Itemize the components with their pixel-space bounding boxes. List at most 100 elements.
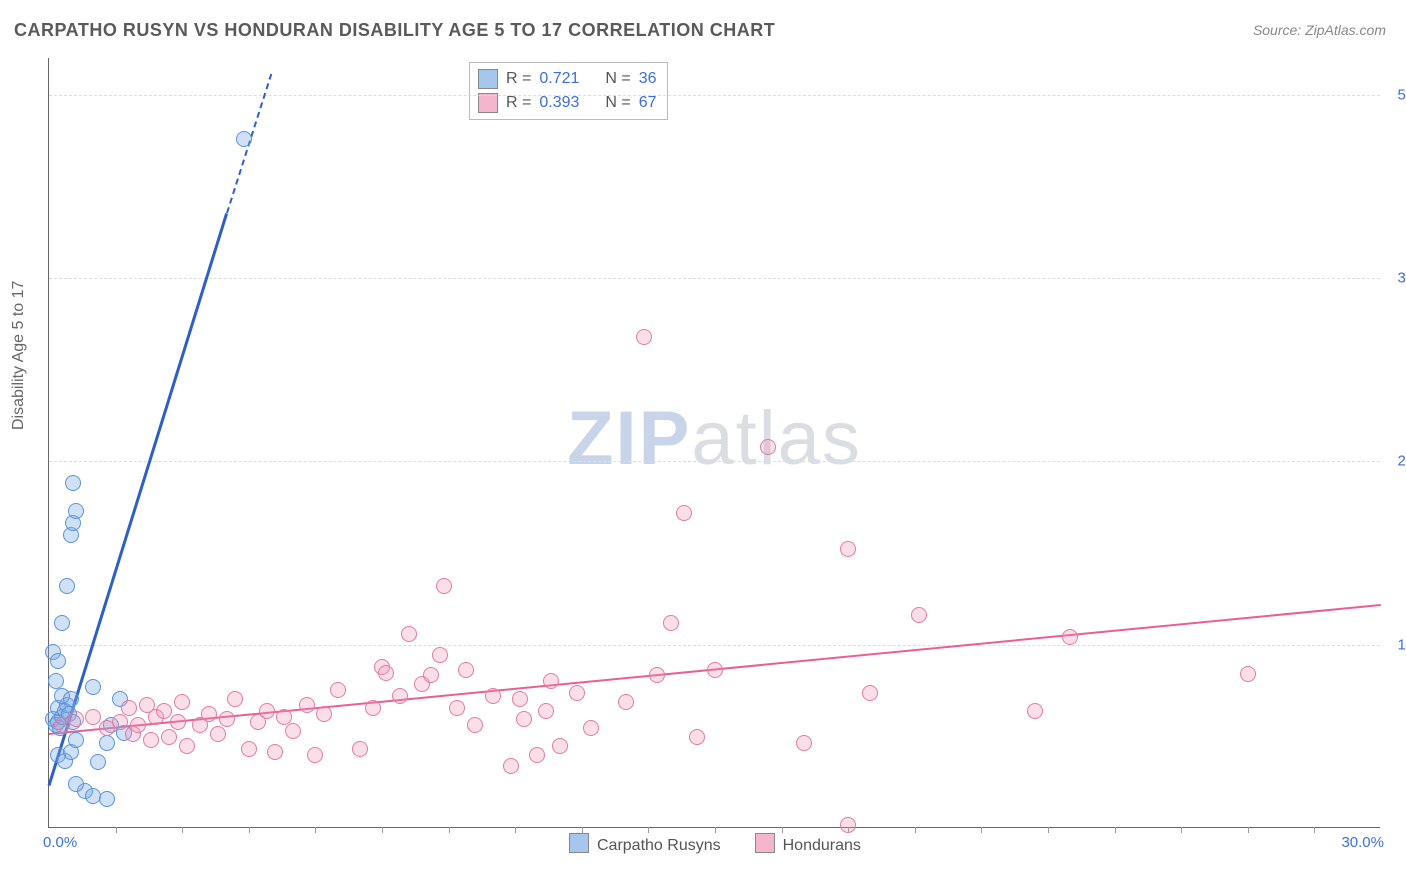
x-minor-tick	[915, 827, 916, 833]
n-value-blue: 36	[639, 70, 657, 88]
x-minor-tick	[1248, 827, 1249, 833]
scatter-point-blue	[90, 754, 106, 770]
scatter-point-pink	[85, 709, 101, 725]
scatter-point-blue	[59, 578, 75, 594]
scatter-point-pink	[1240, 666, 1256, 682]
scatter-point-blue	[99, 791, 115, 807]
scatter-point-pink	[143, 732, 159, 748]
plot-area: ZIPatlas R = 0.721 N = 36 R = 0.393 N = …	[48, 58, 1380, 828]
x-minor-tick	[315, 827, 316, 833]
scatter-point-blue	[85, 679, 101, 695]
scatter-point-pink	[636, 329, 652, 345]
scatter-point-blue	[63, 691, 79, 707]
x-minor-tick	[382, 827, 383, 833]
r-value-pink: 0.393	[539, 94, 579, 112]
legend-swatch-blue-bottom	[569, 833, 589, 853]
scatter-point-pink	[241, 741, 257, 757]
x-minor-tick	[249, 827, 250, 833]
scatter-point-pink	[543, 673, 559, 689]
scatter-point-pink	[760, 439, 776, 455]
scatter-point-blue	[99, 735, 115, 751]
scatter-point-pink	[267, 744, 283, 760]
scatter-point-pink	[1062, 629, 1078, 645]
scatter-point-pink	[378, 665, 394, 681]
n-label: N =	[605, 70, 630, 88]
scatter-point-pink	[840, 817, 856, 833]
x-minor-tick	[116, 827, 117, 833]
series-name-blue: Carpatho Rusyns	[597, 837, 721, 854]
watermark-zip: ZIP	[567, 396, 691, 481]
scatter-point-pink	[538, 703, 554, 719]
x-minor-tick	[981, 827, 982, 833]
scatter-point-pink	[130, 717, 146, 733]
legend-swatch-pink	[478, 93, 498, 113]
scatter-point-pink	[299, 697, 315, 713]
scatter-point-pink	[649, 667, 665, 683]
scatter-point-blue	[68, 503, 84, 519]
scatter-point-pink	[516, 711, 532, 727]
legend-bottom: Carpatho Rusyns Hondurans	[569, 833, 861, 855]
y-tick-label: 50.0%	[1386, 86, 1406, 103]
legend-item-blue: Carpatho Rusyns	[569, 833, 721, 855]
n-value-pink: 67	[639, 94, 657, 112]
scatter-point-blue	[54, 615, 70, 631]
scatter-point-pink	[392, 688, 408, 704]
scatter-point-pink	[121, 700, 137, 716]
source-prefix: Source:	[1253, 22, 1305, 38]
gridline-h	[49, 645, 1380, 646]
gridline-h	[49, 278, 1380, 279]
n-label: N =	[605, 94, 630, 112]
y-axis-label: Disability Age 5 to 17	[10, 281, 28, 430]
x-tick-min: 0.0%	[43, 834, 77, 851]
legend-stats-box: R = 0.721 N = 36 R = 0.393 N = 67	[469, 62, 668, 120]
scatter-point-pink	[112, 714, 128, 730]
scatter-point-pink	[458, 662, 474, 678]
scatter-point-pink	[1027, 703, 1043, 719]
x-minor-tick	[449, 827, 450, 833]
scatter-point-pink	[307, 747, 323, 763]
y-tick-label: 25.0%	[1386, 453, 1406, 470]
scatter-point-pink	[618, 694, 634, 710]
x-minor-tick	[1048, 827, 1049, 833]
x-minor-tick	[182, 827, 183, 833]
r-value-blue: 0.721	[539, 70, 579, 88]
scatter-point-blue	[65, 475, 81, 491]
gridline-h	[49, 461, 1380, 462]
x-minor-tick	[1314, 827, 1315, 833]
legend-item-pink: Hondurans	[755, 833, 861, 855]
scatter-point-pink	[663, 615, 679, 631]
scatter-point-pink	[401, 626, 417, 642]
scatter-point-pink	[862, 685, 878, 701]
scatter-point-pink	[840, 541, 856, 557]
scatter-point-pink	[68, 711, 84, 727]
scatter-point-pink	[423, 667, 439, 683]
scatter-point-pink	[689, 729, 705, 745]
source-attribution: Source: ZipAtlas.com	[1253, 22, 1386, 38]
scatter-point-pink	[467, 717, 483, 733]
scatter-point-pink	[156, 703, 172, 719]
scatter-point-blue	[50, 653, 66, 669]
scatter-point-pink	[796, 735, 812, 751]
scatter-point-pink	[352, 741, 368, 757]
scatter-point-blue	[68, 732, 84, 748]
r-label: R =	[506, 94, 531, 112]
scatter-point-pink	[201, 706, 217, 722]
scatter-point-pink	[449, 700, 465, 716]
series-name-pink: Hondurans	[783, 837, 861, 854]
scatter-point-pink	[503, 758, 519, 774]
scatter-point-pink	[365, 700, 381, 716]
scatter-point-pink	[911, 607, 927, 623]
scatter-point-pink	[227, 691, 243, 707]
legend-swatch-blue	[478, 69, 498, 89]
x-minor-tick	[1181, 827, 1182, 833]
scatter-point-pink	[161, 729, 177, 745]
r-label: R =	[506, 70, 531, 88]
x-minor-tick	[648, 827, 649, 833]
scatter-point-blue	[48, 673, 64, 689]
scatter-point-pink	[330, 682, 346, 698]
scatter-point-pink	[707, 662, 723, 678]
scatter-point-pink	[316, 706, 332, 722]
scatter-point-pink	[485, 688, 501, 704]
scatter-point-pink	[276, 709, 292, 725]
x-minor-tick	[582, 827, 583, 833]
